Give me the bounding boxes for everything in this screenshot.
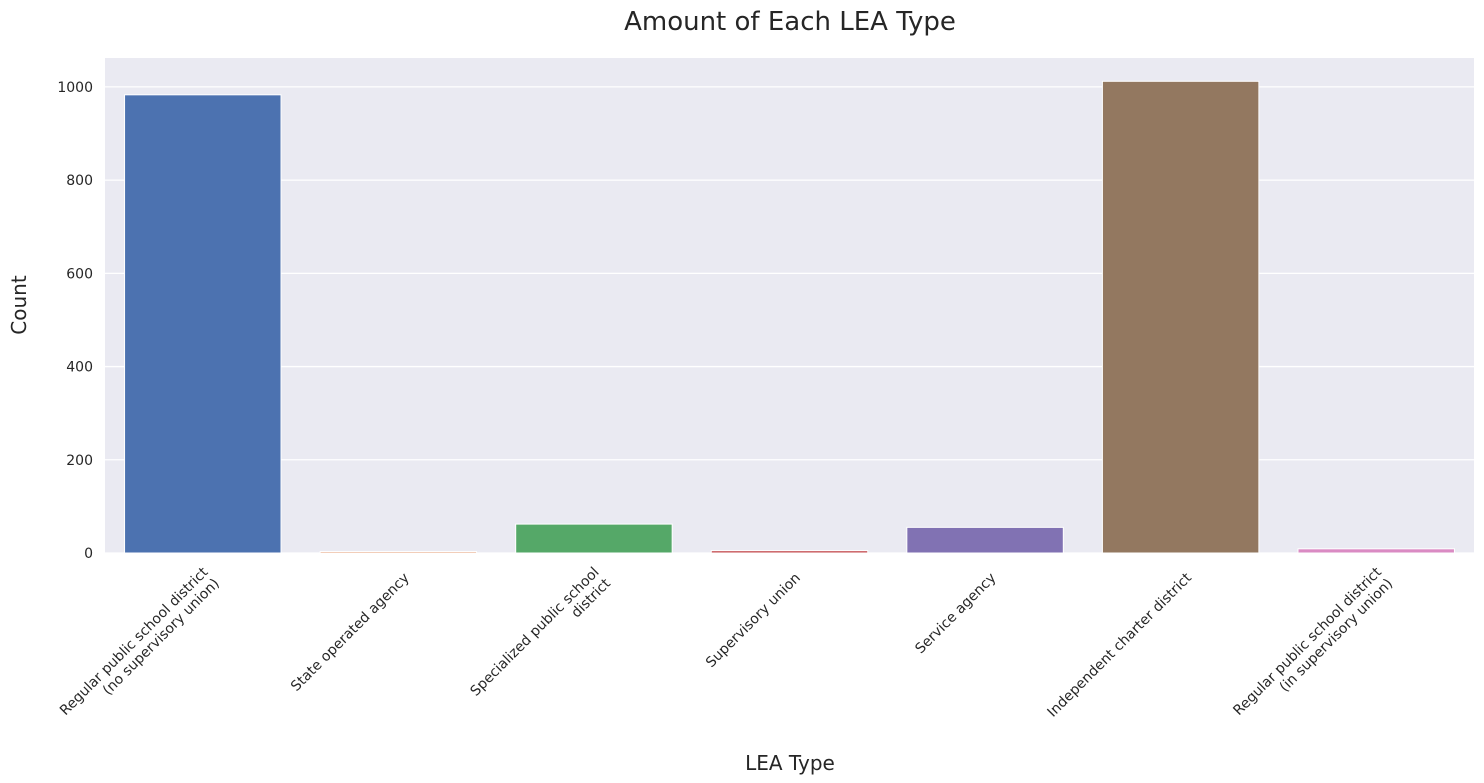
plot-area <box>105 58 1474 553</box>
bar <box>710 550 869 554</box>
x-tick-label-line: Independent charter district <box>1045 570 1196 721</box>
chart-title: Amount of Each LEA Type <box>624 7 956 37</box>
x-tick-label-line: Regular public school district <box>1230 564 1385 719</box>
x-tick-label: Supervisory union <box>703 570 804 671</box>
y-tick-labels: 0 200 400 600 800 1000 <box>57 80 93 562</box>
bars <box>124 80 1455 554</box>
bar <box>515 523 673 554</box>
x-tick-label-line: (in supervisory union) <box>1277 576 1397 696</box>
y-tick-label: 400 <box>66 360 93 376</box>
x-tick-label: Specialized public schooldistrict <box>468 564 615 711</box>
x-tick-label-line: State operated agency <box>288 570 413 695</box>
bar <box>1101 80 1260 554</box>
x-tick-label-line: (no supervisory union) <box>100 576 223 699</box>
y-tick-label: 200 <box>66 453 93 469</box>
x-tick-labels: Regular public school district(no superv… <box>57 564 1396 730</box>
bar <box>1297 548 1455 554</box>
bar <box>319 551 478 554</box>
x-tick-label: Regular public school district(in superv… <box>1230 564 1396 730</box>
x-axis-label: LEA Type <box>745 751 835 775</box>
x-tick-label: State operated agency <box>288 570 413 695</box>
bar <box>906 526 1064 554</box>
y-tick-label: 600 <box>66 266 93 282</box>
x-tick-label-line: Supervisory union <box>703 570 804 671</box>
y-tick-label: 0 <box>84 546 93 562</box>
x-tick-label: Independent charter district <box>1045 570 1196 721</box>
x-tick-label-line: Service agency <box>912 570 999 657</box>
bar <box>124 94 282 554</box>
y-tick-label: 1000 <box>57 80 93 96</box>
x-tick-label: Service agency <box>912 570 999 657</box>
x-tick-label-line: Regular public school district <box>57 564 212 719</box>
y-tick-label: 800 <box>66 173 93 189</box>
x-tick-label-line: Specialized public school <box>468 564 603 699</box>
y-axis-label: Count <box>7 275 31 335</box>
x-tick-label: Regular public school district(no superv… <box>57 564 223 730</box>
